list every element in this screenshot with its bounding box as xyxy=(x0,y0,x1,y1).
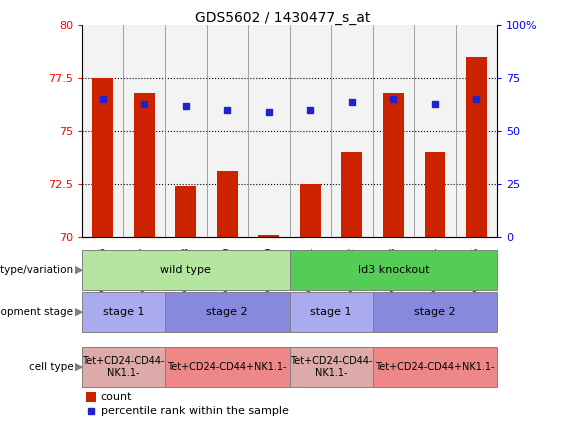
Bar xyxy=(383,93,404,237)
Bar xyxy=(300,184,321,237)
Text: stage 2: stage 2 xyxy=(414,307,456,317)
Text: stage 1: stage 1 xyxy=(103,307,144,317)
Text: stage 1: stage 1 xyxy=(310,307,352,317)
Bar xyxy=(82,250,289,290)
Bar xyxy=(165,347,289,387)
Bar xyxy=(82,347,165,387)
Text: Tet+CD24-CD44-
NK1.1-: Tet+CD24-CD44- NK1.1- xyxy=(290,356,372,378)
Bar xyxy=(82,292,165,332)
Bar xyxy=(134,93,155,237)
Bar xyxy=(165,25,207,237)
Bar xyxy=(466,57,487,237)
Bar xyxy=(455,25,497,237)
Text: cell type: cell type xyxy=(29,362,73,372)
Text: percentile rank within the sample: percentile rank within the sample xyxy=(101,407,289,416)
Bar xyxy=(289,250,497,290)
Bar xyxy=(123,25,165,237)
Text: development stage: development stage xyxy=(0,307,73,317)
Bar xyxy=(217,171,238,237)
Bar xyxy=(331,25,373,237)
Bar xyxy=(414,25,455,237)
Bar xyxy=(92,78,113,237)
Bar xyxy=(175,186,196,237)
Bar xyxy=(372,347,497,387)
Text: wild type: wild type xyxy=(160,265,211,275)
Text: ld3 knockout: ld3 knockout xyxy=(358,265,429,275)
Text: ▶: ▶ xyxy=(75,265,84,275)
Text: Tet+CD24-CD44+NK1.1-: Tet+CD24-CD44+NK1.1- xyxy=(375,362,495,372)
Bar xyxy=(289,292,372,332)
Bar xyxy=(207,25,248,237)
Text: count: count xyxy=(101,393,132,402)
Text: ▶: ▶ xyxy=(75,362,84,372)
Bar xyxy=(424,152,445,237)
Bar xyxy=(258,235,279,237)
Text: genotype/variation: genotype/variation xyxy=(0,265,73,275)
Bar xyxy=(341,152,362,237)
Bar xyxy=(373,25,414,237)
Bar xyxy=(289,25,331,237)
Bar xyxy=(86,392,97,403)
Bar xyxy=(372,292,497,332)
Bar xyxy=(165,292,289,332)
Bar xyxy=(82,25,123,237)
Text: Tet+CD24-CD44+NK1.1-: Tet+CD24-CD44+NK1.1- xyxy=(167,362,287,372)
Text: stage 2: stage 2 xyxy=(206,307,248,317)
Text: GDS5602 / 1430477_s_at: GDS5602 / 1430477_s_at xyxy=(195,11,370,25)
Text: ▶: ▶ xyxy=(75,307,84,317)
Bar xyxy=(248,25,289,237)
Bar xyxy=(289,347,372,387)
Text: Tet+CD24-CD44-
NK1.1-: Tet+CD24-CD44- NK1.1- xyxy=(82,356,165,378)
